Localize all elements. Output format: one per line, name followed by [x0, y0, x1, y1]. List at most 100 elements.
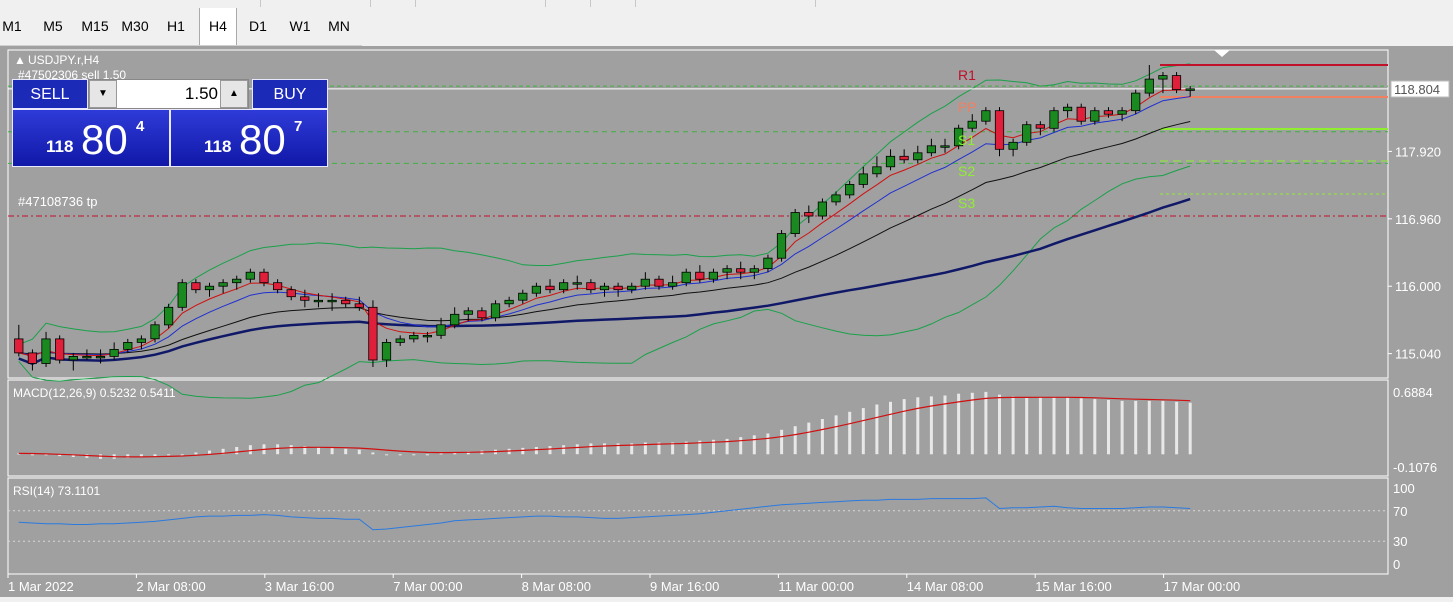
candle-body	[1076, 106, 1086, 122]
pivot-r1-label: R1	[958, 67, 976, 83]
macd-bar	[289, 445, 293, 455]
macd-bar	[875, 404, 879, 455]
chart-canvas[interactable]: 117.920 116.960 116.000 115.040 0.6884 -0.107…	[0, 46, 1453, 597]
rsi-axis-label: 0	[1393, 557, 1400, 572]
candle	[708, 268, 719, 283]
tf-w1[interactable]: W1	[289, 18, 311, 34]
pivot-s1-label: S1	[958, 132, 975, 148]
candle-body	[654, 278, 664, 287]
candle-body	[136, 338, 146, 343]
macd-bar	[739, 437, 743, 455]
candle-body	[286, 289, 296, 298]
macd-bar	[1093, 399, 1097, 455]
macd-bar	[357, 449, 361, 455]
candle	[245, 268, 255, 283]
candle	[109, 342, 119, 360]
candle-body	[95, 355, 106, 359]
candle	[668, 275, 678, 290]
candle	[981, 107, 991, 125]
price-tick-label: 116.960	[1395, 212, 1441, 227]
candle-body	[790, 212, 800, 235]
candle	[504, 296, 514, 308]
candle-body	[804, 212, 814, 217]
ma-slow-line	[18, 197, 1191, 366]
macd-bar	[1188, 402, 1192, 455]
top-toolbar-strip	[0, 0, 1453, 8]
candle-body	[1117, 110, 1127, 115]
macd-bar	[439, 453, 443, 455]
sell-price-big: 80	[81, 116, 128, 163]
time-tick-label: 8 Mar 08:00	[522, 579, 591, 594]
buy-price-box[interactable]: 118 80 7	[170, 109, 328, 167]
macd-bar	[139, 454, 143, 457]
sell-price-box[interactable]: 118 80 4	[12, 109, 170, 167]
tf-m30[interactable]: M30	[121, 18, 149, 34]
candle	[749, 265, 759, 280]
macd-pane	[7, 379, 1389, 477]
macd-bar	[589, 443, 593, 455]
candle	[1131, 89, 1141, 115]
rsi-line	[18, 497, 1191, 531]
candle-body	[885, 155, 896, 168]
chart-collapse-icon[interactable]: ▲	[14, 53, 26, 67]
candle	[354, 296, 364, 311]
candle-body	[736, 268, 746, 273]
tf-mn[interactable]: MN	[328, 18, 350, 34]
macd-bar	[303, 446, 307, 455]
macd-bar	[916, 397, 920, 455]
candle	[1144, 65, 1154, 97]
tf-h4[interactable]: H4	[199, 8, 237, 45]
candle-body	[1103, 110, 1113, 115]
candle	[940, 138, 950, 153]
chart-window[interactable]: 117.920 116.960 116.000 115.040 0.6884 -0.107…	[0, 46, 1453, 597]
candle-body	[1144, 78, 1154, 94]
candle	[1063, 103, 1073, 118]
candle	[68, 352, 78, 371]
macd-bar	[1038, 397, 1042, 455]
tf-m1[interactable]: M1	[2, 18, 22, 34]
candle-body	[981, 110, 991, 122]
candle	[804, 205, 814, 224]
candle-body	[776, 233, 787, 259]
lot-size-input[interactable]: 1.50	[184, 84, 218, 103]
candle-body	[845, 183, 855, 196]
tf-m15[interactable]: M15	[81, 18, 109, 34]
lot-decrease-icon[interactable]: ▼	[89, 80, 117, 108]
macd-bar	[902, 399, 906, 455]
candle	[286, 286, 296, 301]
candle-body	[572, 282, 582, 285]
macd-bar	[725, 438, 729, 455]
rsi-axis-label: 70	[1393, 504, 1407, 519]
pivot-pp-label: PP	[958, 99, 977, 115]
candle-body	[477, 310, 487, 319]
macd-bar	[752, 435, 756, 455]
shift-end-marker-icon[interactable]	[1214, 50, 1230, 57]
macd-axis-label: -0.1076	[1393, 460, 1437, 475]
candle	[1008, 138, 1018, 157]
macd-bar	[548, 446, 552, 455]
candle	[885, 149, 896, 171]
time-tick-label: 2 Mar 08:00	[136, 579, 205, 594]
buy-button[interactable]: BUY	[252, 79, 328, 109]
macd-bar	[671, 442, 675, 455]
sell-button[interactable]: SELL	[12, 79, 88, 109]
macd-bar	[330, 447, 334, 455]
candle	[463, 307, 473, 322]
macd-bar	[643, 442, 647, 455]
ma-mid-line	[18, 121, 1191, 355]
tf-m5[interactable]: M5	[43, 18, 63, 34]
tf-h1[interactable]: H1	[167, 18, 185, 34]
candle	[776, 230, 787, 262]
rsi-label: RSI(14) 73.1101	[13, 484, 100, 498]
lot-size-stepper[interactable]: ▼ 1.50 ▲	[88, 79, 249, 109]
candle	[204, 282, 215, 297]
tf-d1[interactable]: D1	[249, 18, 267, 34]
macd-bar	[698, 440, 702, 455]
candle	[1158, 72, 1168, 94]
macd-bar	[998, 394, 1001, 455]
candle	[994, 107, 1005, 157]
candle-body	[463, 310, 473, 315]
candle	[368, 300, 378, 367]
candle-body	[967, 120, 977, 129]
lot-increase-icon[interactable]: ▲	[220, 80, 248, 108]
